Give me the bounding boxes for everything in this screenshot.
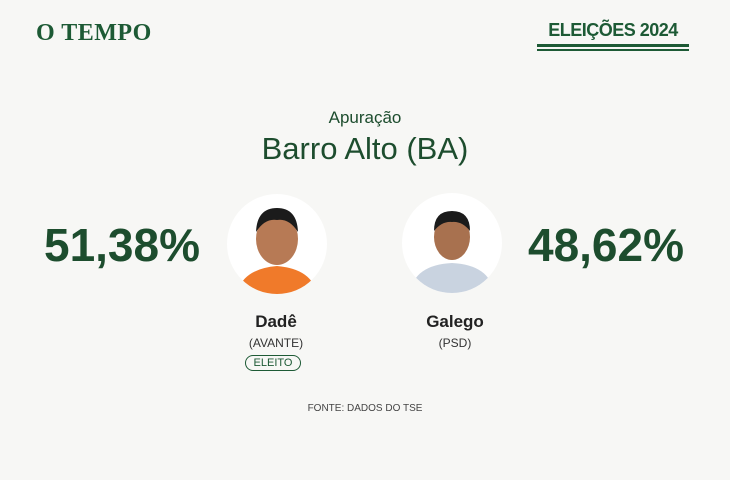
status-pill: ELEITO	[245, 355, 301, 371]
candidate-party: (PSD)	[438, 336, 472, 350]
kicker: Apuração	[328, 108, 402, 127]
source: FONTE: DADOS DO TSE	[307, 403, 423, 414]
candidate-party: (AVANTE)	[248, 336, 304, 350]
place-title: Barro Alto (BA)	[261, 131, 469, 166]
candidate-name: Galego	[426, 312, 484, 331]
candidate-name: Dadê	[255, 312, 297, 331]
candidate-photo	[402, 193, 502, 293]
logo: O TEMPO	[36, 20, 152, 46]
percent: 48,62%	[527, 219, 684, 271]
badge-line	[537, 49, 689, 51]
event-badge: ELEIÇÕES 2024	[548, 20, 678, 40]
badge-line	[537, 44, 689, 47]
percent: 51,38%	[43, 219, 200, 271]
candidate-photo	[227, 194, 327, 294]
